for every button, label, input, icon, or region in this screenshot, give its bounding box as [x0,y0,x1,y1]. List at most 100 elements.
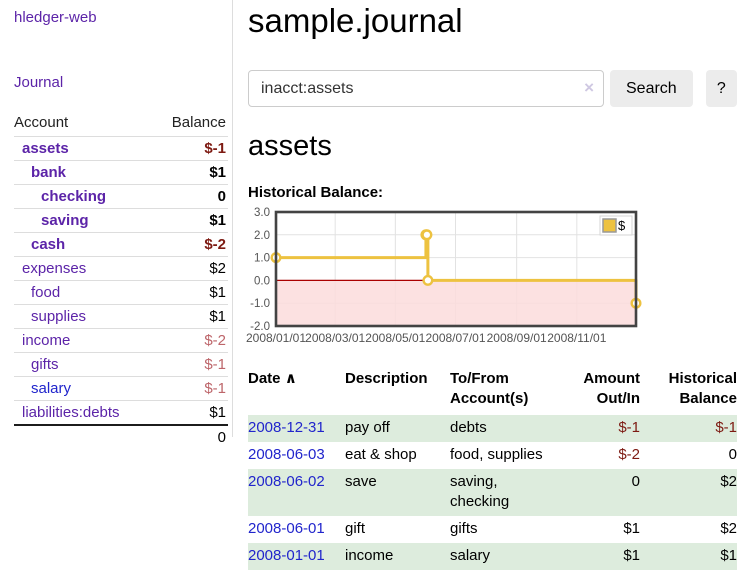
balance-column-header-register: Historical Balance [668,370,737,407]
register-row: 2008-06-02 save saving, checking 0 $2 [248,469,737,516]
account-balance: $-1 [153,136,228,161]
register-accounts: gifts [450,520,478,537]
account-row: food $1 [14,280,228,305]
register-date-link[interactable]: 2008-12-31 [248,419,325,436]
main-content: sample.journal × Search ? assets Histori… [246,0,737,570]
account-balance: $1 [153,280,228,305]
account-row: bank $1 [14,160,228,185]
register-date-link[interactable]: 2008-06-02 [248,473,325,490]
historical-balance-chart: 3.0 2.0 1.0 0.0 -1.0 -2.0 2008/01/01 2008/03/01… [246,207,737,355]
chart-title: Historical Balance: [248,184,384,201]
account-balance: $-1 [153,352,228,377]
svg-text:2.0: 2.0 [254,230,270,242]
register-row: 2008-06-01 gift gifts $1 $2 [248,516,737,543]
account-link[interactable]: salary [31,380,72,397]
account-row: liabilities:debts $1 [14,400,228,425]
account-row: supplies $1 [14,304,228,329]
account-link[interactable]: expenses [22,260,87,277]
account-link[interactable]: saving [41,212,89,229]
account-balance: $-2 [153,328,228,353]
register-row: 2008-12-31 pay off debts $-1 $-1 [248,415,737,442]
account-row: salary $-1 [14,376,228,401]
register-date-link[interactable]: 2008-01-01 [248,547,325,564]
svg-text:3.0: 3.0 [254,207,270,219]
account-balance: $1 [153,400,228,425]
svg-text:2008/11/01: 2008/11/01 [547,331,606,345]
nav-journal-link[interactable]: Journal [14,74,64,91]
balance-column-header: Balance [171,114,226,131]
svg-text:2008/01/01: 2008/01/01 [246,331,306,345]
register-description: income [345,547,394,564]
search-form: × Search ? [248,70,737,107]
register-balance: $2 [720,473,737,490]
account-balance: $1 [153,160,228,185]
register-balance: $1 [720,547,737,564]
page-title: sample.journal [248,2,463,39]
search-input[interactable] [248,70,604,107]
description-column-header: Description [345,370,428,387]
sidebar: hledger-web Journal Account Balance asse… [0,0,233,449]
account-heading: assets [248,130,332,162]
brand-link[interactable]: hledger-web [14,9,97,26]
account-balance-table: Account Balance assets $-1 bank $1 check… [14,112,228,449]
account-balance: $1 [153,208,228,233]
help-button[interactable]: ? [705,70,737,107]
register-row: 2008-06-03 eat & shop food, supplies $-2… [248,442,737,469]
account-link[interactable]: assets [22,140,69,157]
account-row: saving $1 [14,208,228,233]
register-description: save [345,473,377,490]
register-amount: $1 [623,520,640,537]
account-link[interactable]: income [22,332,71,349]
amount-column-header: Amount Out/In [583,370,640,407]
account-row: checking 0 [14,184,228,209]
account-balance: 0 [153,184,228,209]
search-button[interactable]: Search [610,70,693,107]
register-date-link[interactable]: 2008-06-03 [248,446,325,463]
register-amount: 0 [631,473,640,490]
accounts-column-header: To/From Account(s) [450,370,529,407]
svg-text:$: $ [618,218,626,233]
sidebar-nav: Journal [14,74,232,92]
register-balance: 0 [728,446,737,463]
clear-search-icon[interactable]: × [584,78,594,97]
account-link[interactable]: food [31,284,61,301]
account-link[interactable]: supplies [31,308,87,325]
account-row: expenses $2 [14,256,228,281]
account-link[interactable]: checking [41,188,107,205]
svg-text:1.0: 1.0 [254,253,270,265]
account-balance: $-2 [153,232,228,257]
account-row: assets $-1 [14,136,228,161]
svg-text:-2.0: -2.0 [250,321,270,333]
date-column-header[interactable]: Date ∧ [248,370,297,387]
register-accounts: saving, checking [450,473,510,510]
register-amount: $-1 [618,419,640,436]
account-link[interactable]: liabilities:debts [22,404,120,421]
account-link[interactable]: cash [31,236,66,253]
account-balance: $2 [153,256,228,281]
svg-text:2008/07/01: 2008/07/01 [425,331,485,345]
register-accounts: debts [450,419,487,436]
svg-text:0.0: 0.0 [254,275,270,287]
register-balance: $-1 [715,419,737,436]
register-amount: $-2 [618,446,640,463]
register-amount: $1 [623,547,640,564]
register-row: 2008-01-01 income salary $1 $1 [248,543,737,570]
svg-text:2008/05/01: 2008/05/01 [365,331,425,345]
svg-text:-1.0: -1.0 [250,298,270,310]
svg-text:2008/03/01: 2008/03/01 [305,331,365,345]
account-row: gifts $-1 [14,352,228,377]
account-link[interactable]: gifts [31,356,59,373]
register-description: eat & shop [345,446,417,463]
register-date-link[interactable]: 2008-06-01 [248,520,325,537]
account-link[interactable]: bank [31,164,67,181]
total-balance: 0 [153,424,228,449]
register-accounts: salary [450,547,491,564]
account-row: income $-2 [14,328,228,353]
sort-ascending-icon: ∧ [284,370,297,387]
register-table: Date ∧ Description To/From Account(s) Am… [248,369,737,570]
total-row: 0 [14,424,228,449]
account-row: cash $-2 [14,232,228,257]
register-balance: $2 [720,520,737,537]
register-description: gift [345,520,366,537]
